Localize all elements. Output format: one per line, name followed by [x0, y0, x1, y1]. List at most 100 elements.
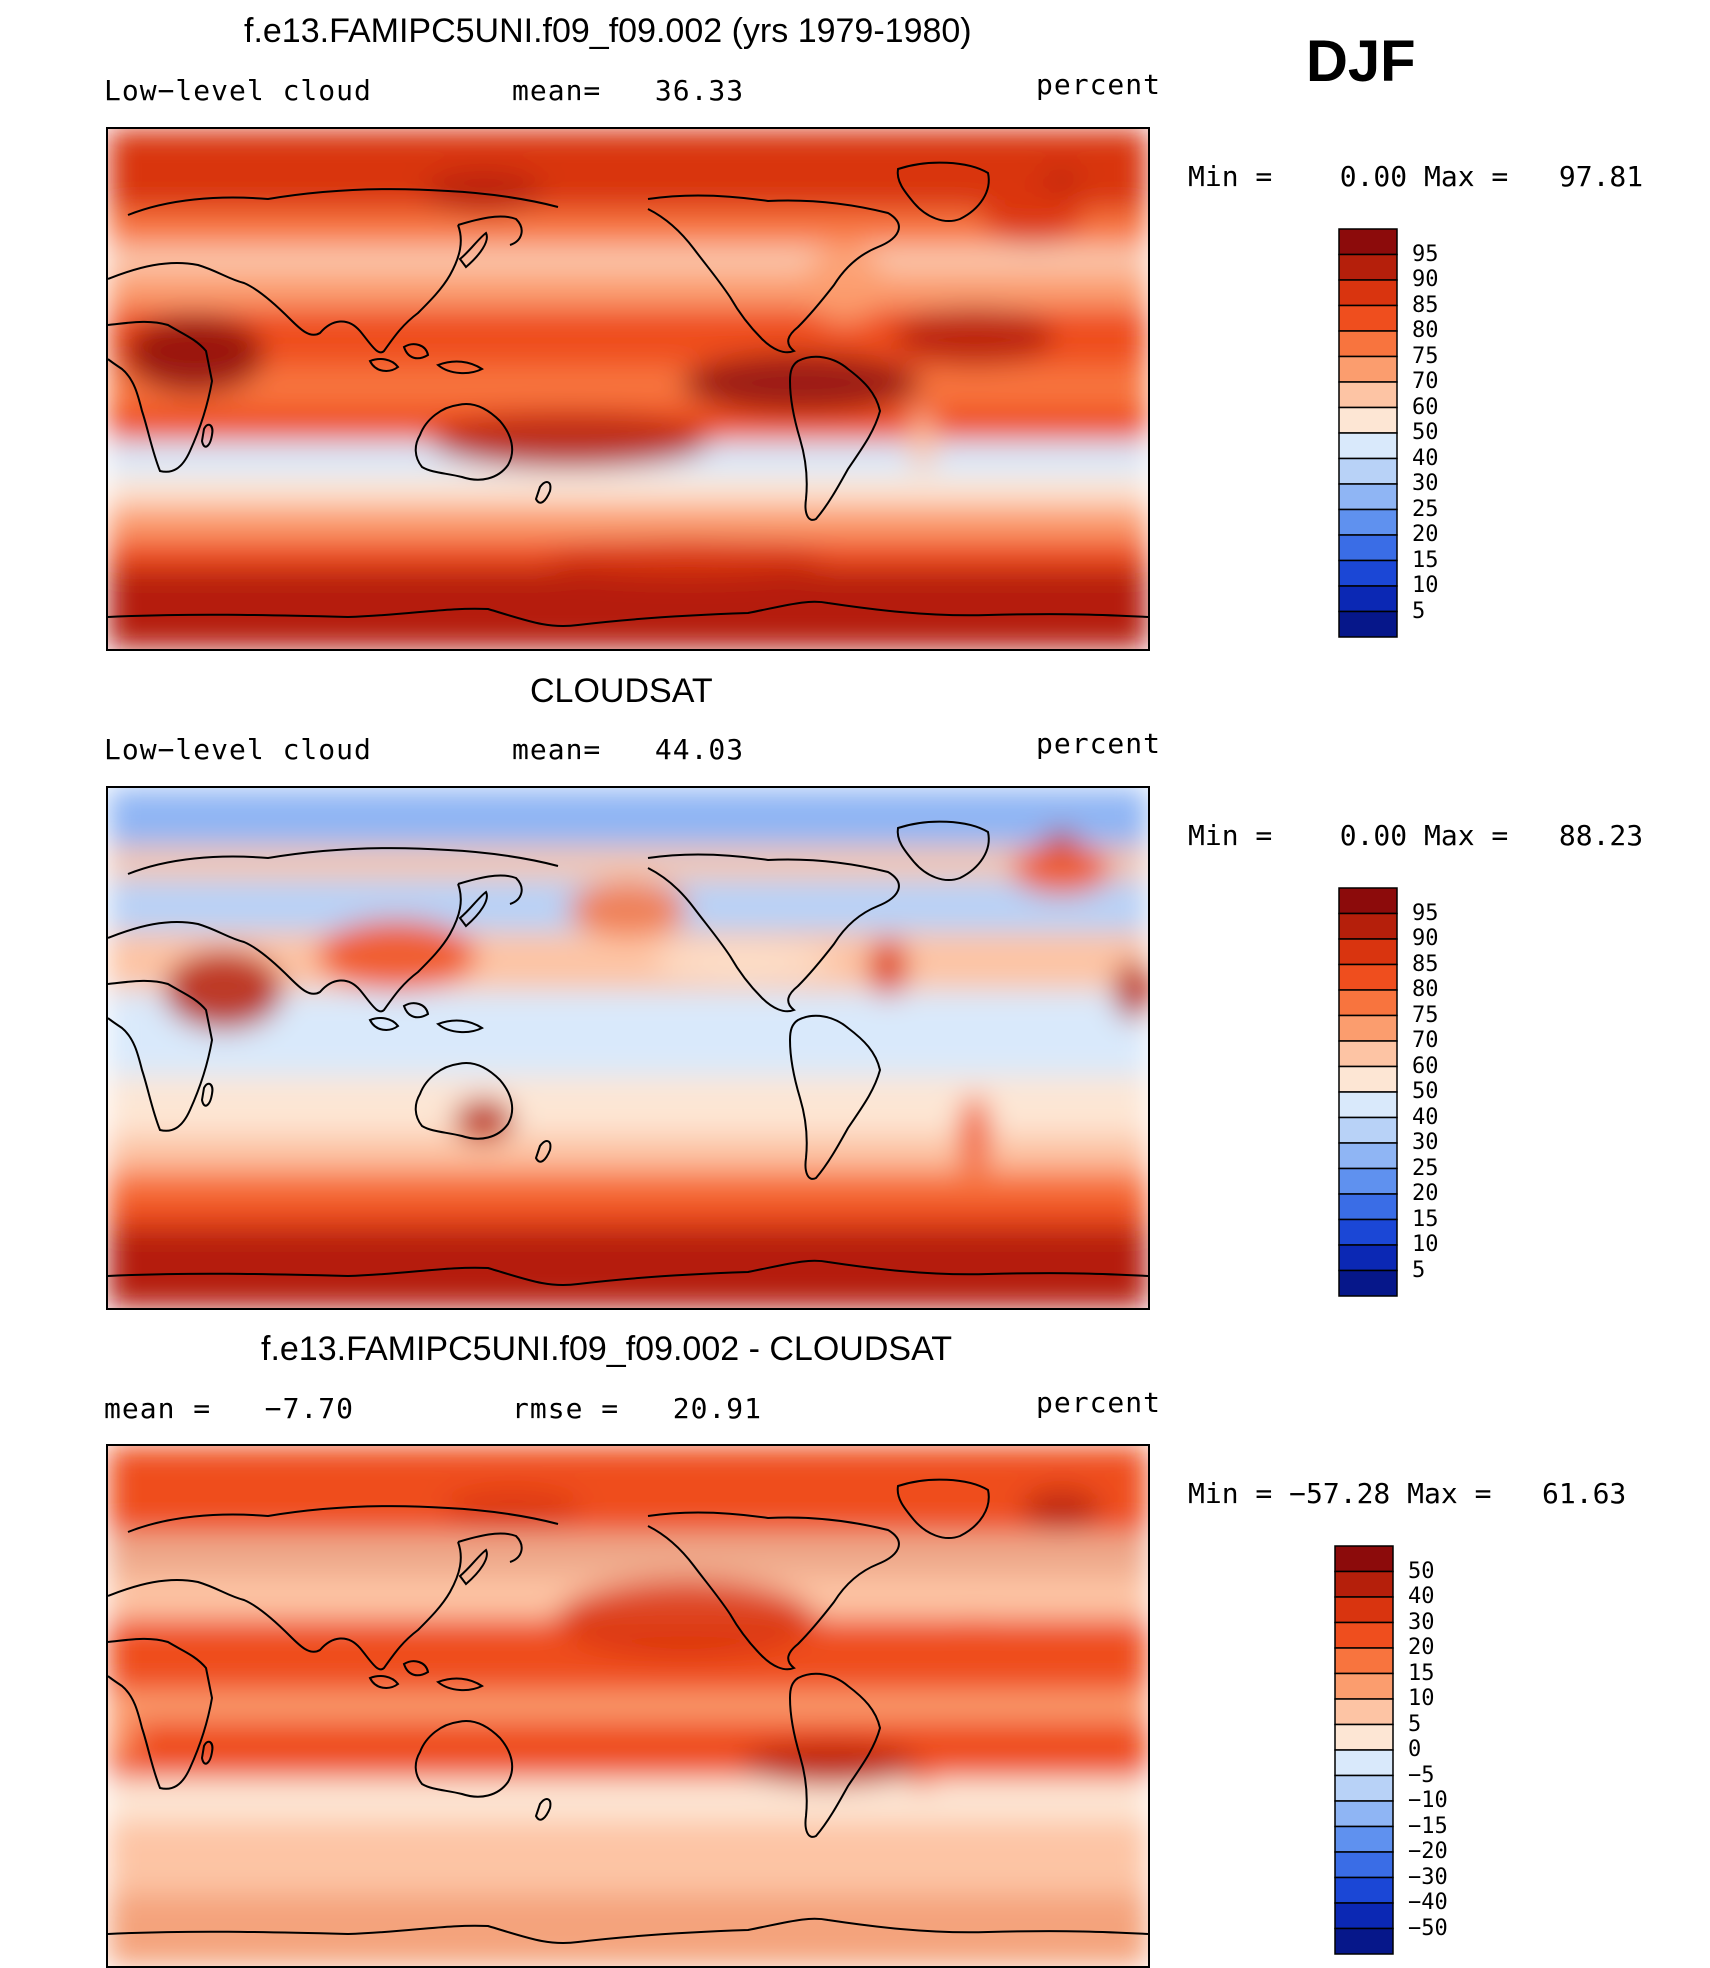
colorbar-swatch: [1338, 912, 1398, 940]
colorbar-swatch: [1338, 887, 1398, 915]
colorbar-swatch: [1338, 457, 1398, 485]
colorbar-swatch: [1334, 1621, 1394, 1649]
colorbar-swatch: [1334, 1825, 1394, 1853]
colorbar-swatch: [1338, 1091, 1398, 1119]
minmax-model: Min = 0.00 Max = 97.81: [1188, 160, 1644, 193]
colorbar-tick-label: −30: [1408, 1864, 1448, 1890]
variable-label-obs: Low−level cloud: [104, 733, 372, 766]
colorbar-swatch: [1338, 610, 1398, 638]
colorbar-tick-label: −15: [1408, 1813, 1448, 1839]
colorbar-swatch: [1338, 304, 1398, 332]
units-label-obs: percent: [1036, 727, 1162, 760]
mean-label-diff: mean = −7.70: [104, 1392, 355, 1425]
colorbar-swatch: [1338, 1065, 1398, 1093]
colorbar-swatch: [1334, 1570, 1394, 1598]
colorbar-swatch: [1338, 938, 1398, 966]
colorbar-tick-label: 90: [1412, 926, 1439, 951]
colorbar-tick-label: 15: [1408, 1660, 1435, 1686]
colorbar-tick-label: 5: [1412, 1257, 1426, 1283]
colorbar-swatch: [1334, 1774, 1394, 1802]
panel-title-model: f.e13.FAMIPC5UNI.f09_f09.002 (yrs 1979-1…: [244, 12, 972, 50]
colorbar-swatch: [1338, 1142, 1398, 1170]
colorbar-tick-label: 10: [1412, 1232, 1439, 1257]
colorbar-tick-label: 75: [1412, 343, 1439, 369]
colorbar-tick-label: 20: [1412, 522, 1439, 547]
colorbar-tick-label: 70: [1412, 1028, 1439, 1053]
colorbar-tick-label: 95: [1412, 241, 1439, 267]
map-model: [106, 127, 1150, 651]
colorbar-swatch: [1338, 432, 1398, 460]
colorbar-tick-label: 50: [1412, 1079, 1439, 1104]
mean-label-obs: mean= 44.03: [512, 733, 745, 766]
colorbar-swatch: [1338, 1167, 1398, 1195]
colorbar-tick-label: 85: [1412, 292, 1439, 318]
colorbar-tick-label: 50: [1412, 420, 1439, 445]
colorbar-tick-label: 0: [1408, 1737, 1422, 1762]
colorbar-tick-label: −40: [1408, 1890, 1448, 1915]
colorbar-tick-label: 20: [1408, 1635, 1435, 1660]
variable-label-model: Low−level cloud: [104, 74, 372, 107]
colorbar-tick-label: 60: [1412, 394, 1439, 420]
colorbar-tick-label: 25: [1412, 496, 1439, 522]
colorbar-tick-label: −5: [1408, 1762, 1435, 1788]
colorbar-tick-label: 10: [1408, 1686, 1435, 1711]
colorbar-swatch: [1334, 1876, 1394, 1904]
colorbar-tick-label: 5: [1408, 1711, 1422, 1737]
colorbar-tick-label: 40: [1408, 1584, 1435, 1609]
colorbar-tick-label: −50: [1408, 1915, 1448, 1941]
colorbar-tick-label: 30: [1412, 1130, 1439, 1155]
colorbar-swatch: [1338, 381, 1398, 409]
colorbar-tick-label: 75: [1412, 1002, 1439, 1028]
colorbar-tick-label: 15: [1412, 1206, 1439, 1232]
colorbar-swatch: [1338, 963, 1398, 991]
colorbar-tick-label: 25: [1412, 1155, 1439, 1181]
colorbar-swatch: [1338, 1040, 1398, 1068]
colorbar-swatch: [1338, 989, 1398, 1017]
colorbar-swatch: [1338, 1244, 1398, 1272]
colorbar-tick-label: 85: [1412, 951, 1439, 977]
colorbar-tick-label: 60: [1412, 1053, 1439, 1079]
panel-title-obs: CLOUDSAT: [530, 672, 713, 710]
colorbar-swatch: [1338, 508, 1398, 536]
colorbar-swatch: [1338, 355, 1398, 383]
colorbar-swatch: [1334, 1800, 1394, 1828]
colorbar-swatch: [1338, 253, 1398, 281]
colorbar-tick-label: −20: [1408, 1839, 1448, 1864]
colorbar-swatch: [1334, 1927, 1394, 1955]
colorbar-swatch: [1338, 1116, 1398, 1144]
rmse-label-diff: rmse = 20.91: [512, 1392, 763, 1425]
colorbar-tick-label: 80: [1412, 977, 1439, 1002]
mean-label-model: mean= 36.33: [512, 74, 745, 107]
colorbar-swatch: [1334, 1698, 1394, 1726]
colorbar-swatch: [1338, 406, 1398, 434]
colorbar-swatch: [1338, 534, 1398, 562]
colorbar-swatch: [1338, 1218, 1398, 1246]
colorbar-swatch: [1334, 1723, 1394, 1751]
colorbar-swatch: [1338, 279, 1398, 307]
colorbar-swatch: [1338, 483, 1398, 511]
colorbar-swatch: [1338, 1269, 1398, 1297]
colorbar-swatch: [1338, 1014, 1398, 1042]
colorbar-tick-label: 40: [1412, 1104, 1439, 1130]
colorbar-tick-label: 90: [1412, 267, 1439, 292]
colorbar-swatch: [1338, 1193, 1398, 1221]
colorbar-swatch: [1338, 228, 1398, 256]
colorbar-tick-label: 80: [1412, 318, 1439, 343]
colorbar-tick-label: 30: [1408, 1609, 1435, 1635]
colorbar-swatch: [1338, 559, 1398, 587]
map-obs: [106, 786, 1150, 1310]
colorbar-tick-label: 95: [1412, 900, 1439, 926]
colorbar-swatch: [1334, 1851, 1394, 1879]
colorbar-tick-label: 40: [1412, 445, 1439, 471]
colorbar-tick-label: 15: [1412, 547, 1439, 573]
season-label: DJF: [1306, 29, 1416, 94]
colorbar-swatch: [1334, 1749, 1394, 1777]
colorbar-swatch: [1334, 1545, 1394, 1573]
map-diff: [106, 1444, 1150, 1968]
colorbar-swatch: [1334, 1647, 1394, 1675]
colorbar-swatch: [1338, 585, 1398, 613]
colorbar-tick-label: 50: [1408, 1558, 1435, 1584]
colorbar-swatch: [1334, 1672, 1394, 1700]
panel-title-diff: f.e13.FAMIPC5UNI.f09_f09.002 - CLOUDSAT: [261, 1330, 952, 1368]
colorbar-swatch: [1334, 1902, 1394, 1930]
